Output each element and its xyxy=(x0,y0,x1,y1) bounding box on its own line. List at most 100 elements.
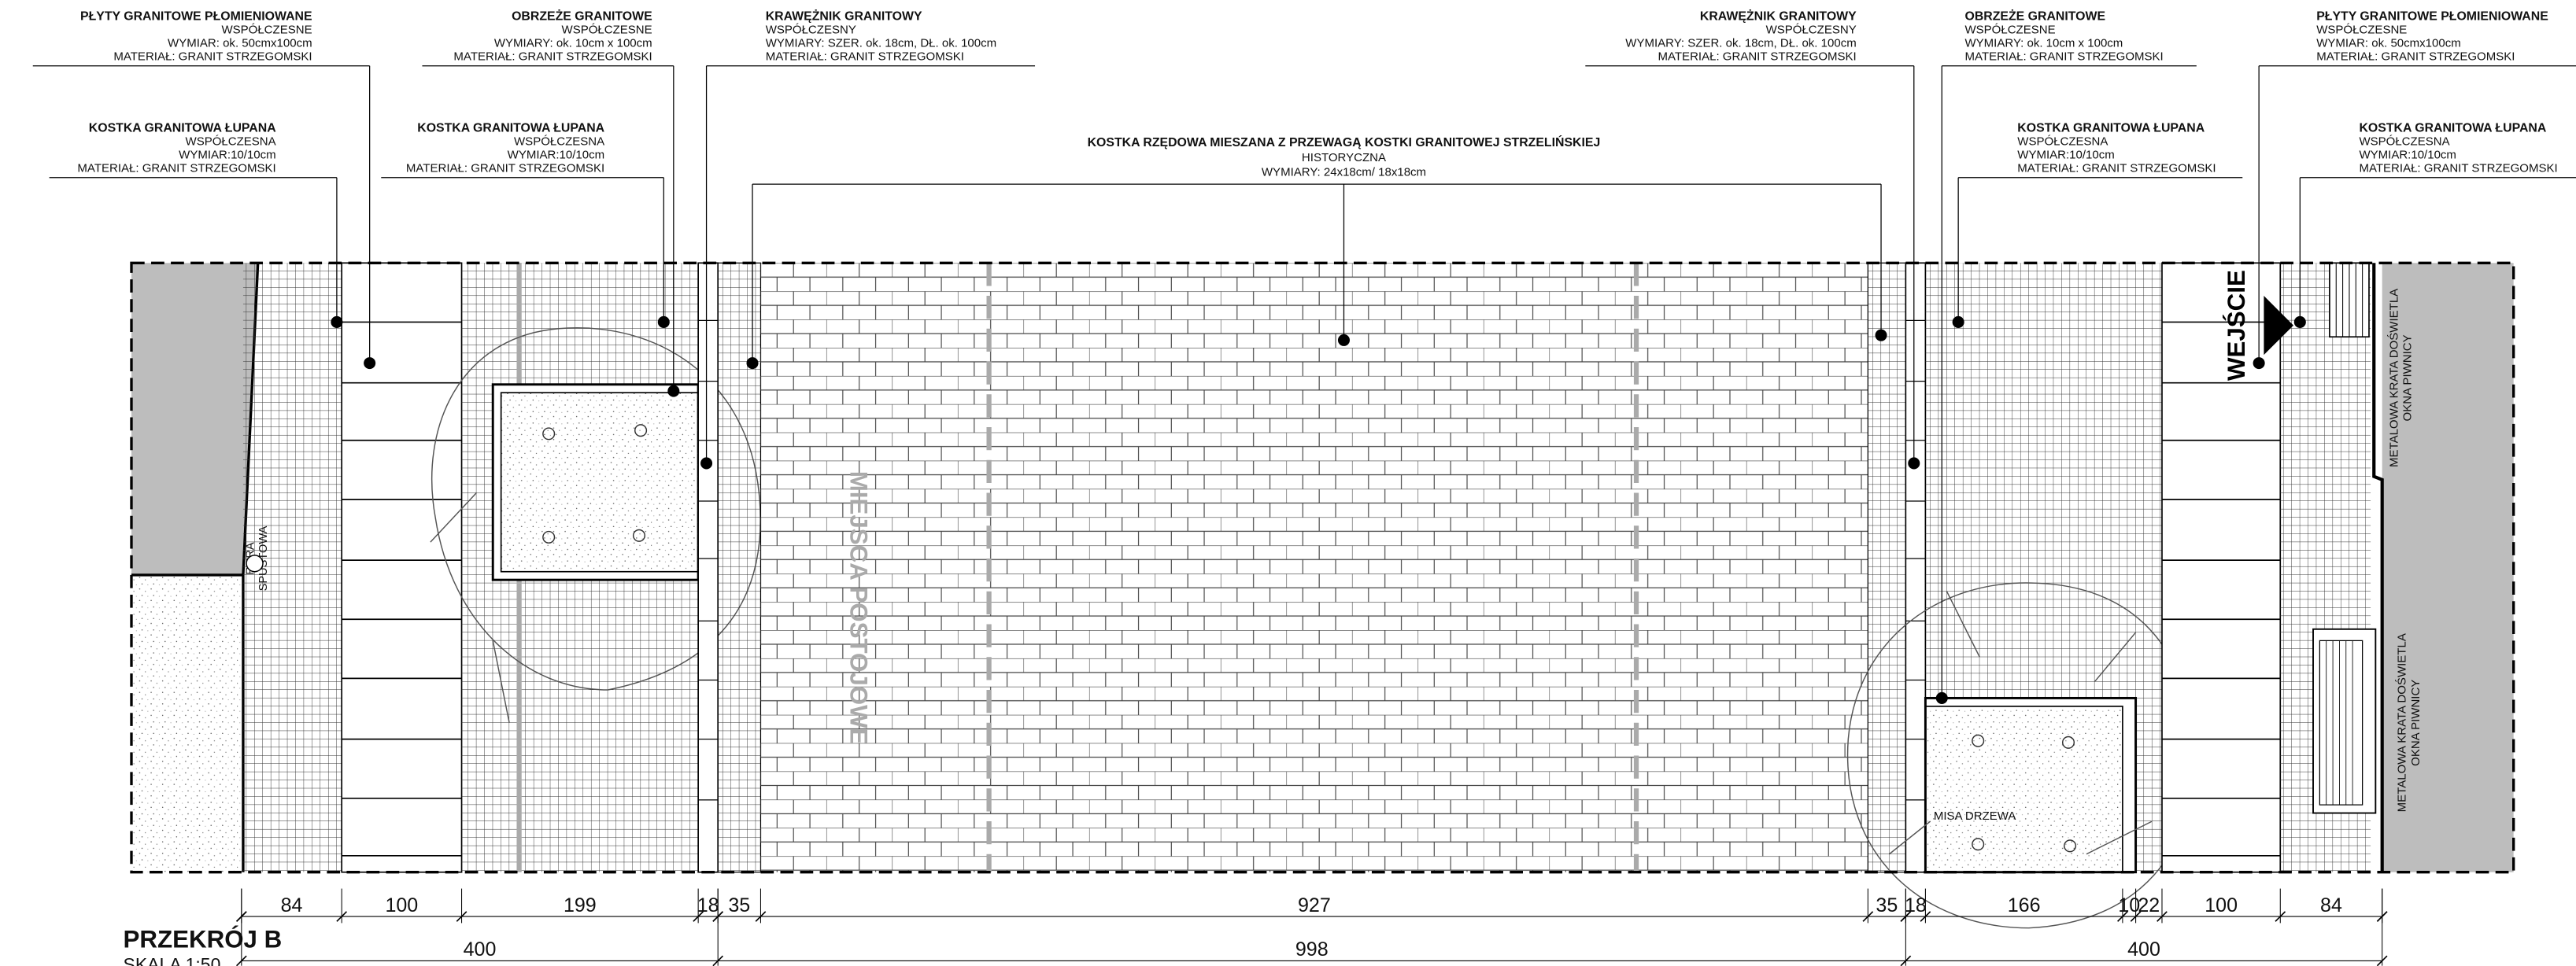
label-line: WYMIAR: ok. 50cmx100cm xyxy=(2316,37,2461,50)
wall-edge xyxy=(2372,263,2384,872)
leader xyxy=(456,911,468,922)
grate-bars xyxy=(2326,640,2353,806)
note-text: MIEJSCA POSTOJOWE xyxy=(845,471,873,745)
leader xyxy=(2376,955,2388,966)
historic-setts xyxy=(760,263,1868,872)
label-heading: OBRZEŻE GRANITOWE xyxy=(512,9,652,23)
scale: SKALA 1:50 xyxy=(124,954,221,966)
label-heading: KOSTKA GRANITOWA ŁUPANA xyxy=(417,121,604,135)
wall xyxy=(2382,263,2514,872)
leader-dot xyxy=(657,315,670,328)
leader-dot xyxy=(364,357,376,370)
leader xyxy=(235,955,247,966)
label-line: WSPÓŁCZESNE xyxy=(562,23,652,36)
label-line: WSPÓŁCZESNA xyxy=(2017,135,2108,148)
leader-dot xyxy=(746,357,759,370)
label-line: WYMIARY: SZER. ok. 18cm, DŁ. ok. 100cm xyxy=(766,37,996,50)
label-line: MATERIAŁ: GRANIT STRZEGOMSKI xyxy=(766,50,964,64)
label-line: MATERIAŁ: GRANIT STRZEGOMSKI xyxy=(1964,50,2163,64)
planting xyxy=(131,574,243,872)
leader-dot xyxy=(1935,691,1948,704)
leader-dot xyxy=(2253,357,2265,370)
tree-pit-circles xyxy=(542,424,648,544)
slabs xyxy=(341,262,463,873)
entrance-arrow xyxy=(2264,296,2293,356)
section-outline xyxy=(130,261,2515,874)
label-heading: KRAWĘŻNIK GRANITOWY xyxy=(766,9,922,23)
dimension: 84 xyxy=(2320,894,2342,916)
label-heading: KRAWĘŻNIK GRANITOWY xyxy=(1700,9,1857,23)
label-line: WSPÓŁCZESNA xyxy=(2359,135,2449,148)
label-heading: KOSTKA GRANITOWA ŁUPANA xyxy=(2017,121,2205,135)
dimension: 166 xyxy=(2008,894,2041,916)
leader-dot xyxy=(1875,329,1887,341)
label-line: MATERIAŁ: GRANIT STRZEGOMSKI xyxy=(453,50,652,64)
label-line: WSPÓŁCZESNY xyxy=(1766,23,1857,36)
label-line: WSPÓŁCZESNY xyxy=(766,23,856,36)
slab-joints xyxy=(2161,321,2281,857)
slab-joints xyxy=(342,321,462,857)
slabs xyxy=(2161,262,2282,873)
dimension: 998 xyxy=(1295,938,1329,960)
label-line: MATERIAŁ: GRANIT STRZEGOMSKI xyxy=(2017,162,2216,175)
note-text: SPUSTOWA xyxy=(257,525,270,591)
dimension: 18 xyxy=(1905,894,1927,916)
label-line: MATERIAŁ: GRANIT STRZEGOMSKI xyxy=(77,162,275,175)
grate-inner xyxy=(2319,640,2363,806)
note-text: MISA DRZEWA xyxy=(1934,809,2016,823)
leader xyxy=(1900,955,1912,966)
pipe xyxy=(246,555,264,573)
label-line: WYMIAR:10/10cm xyxy=(2017,149,2115,162)
leader xyxy=(712,955,724,966)
leader xyxy=(2157,911,2168,922)
dimension: 18 xyxy=(697,894,719,916)
leader xyxy=(2376,911,2388,922)
dimension: 35 xyxy=(728,894,750,916)
tree-pit-inner xyxy=(500,392,699,573)
title: PRZEKRÓJ B xyxy=(124,925,283,953)
leader xyxy=(2130,911,2142,922)
label-line: HISTORYCZNA xyxy=(1302,151,1386,164)
grate-bars xyxy=(2335,263,2363,337)
label-line: WSPÓŁCZESNE xyxy=(2316,23,2407,36)
leader-dot xyxy=(1952,315,1964,328)
dimension: 400 xyxy=(2127,938,2160,960)
leader-dot xyxy=(331,315,343,328)
dimension: 927 xyxy=(1298,894,1331,916)
parking-lines xyxy=(986,263,1639,872)
leader xyxy=(1862,911,1874,922)
note-text: METALOWA KRATA DOŚWIETLA xyxy=(2386,289,2400,467)
leader xyxy=(755,911,767,922)
label-heading: KOSTKA GRANITOWA ŁUPANA xyxy=(2359,121,2546,135)
label-line: WYMIARY: 24x18cm/ 18x18cm xyxy=(1262,166,1426,179)
note-text: OKNA PIWNICY xyxy=(2409,680,2423,766)
label-line: WSPÓŁCZESNA xyxy=(186,135,276,148)
label-line: MATERIAŁ: GRANIT STRZEGOMSKI xyxy=(2359,162,2557,175)
label-line: WYMIAR:10/10cm xyxy=(2359,149,2456,162)
gutter xyxy=(1867,262,1906,873)
tree-pit-circles xyxy=(1972,734,2077,853)
dimension: 35 xyxy=(1876,894,1898,916)
label-heading: PŁYTY GRANITOWE PŁOMIENIOWANE xyxy=(80,9,312,23)
label-heading: PŁYTY GRANITOWE PŁOMIENIOWANE xyxy=(2316,9,2548,23)
leader xyxy=(693,911,704,922)
label-line: WYMIAR:10/10cm xyxy=(508,149,605,162)
label-line: WSPÓŁCZESNE xyxy=(1964,23,2055,36)
note-text: OKNA PIWNICY xyxy=(2401,334,2415,421)
label-line: MATERIAŁ: GRANIT STRZEGOMSKI xyxy=(406,162,604,175)
curb-joints xyxy=(698,319,719,801)
note: WEJŚCIE xyxy=(2222,270,2250,381)
leader xyxy=(712,911,724,922)
leader xyxy=(2275,911,2286,922)
leader xyxy=(235,911,247,922)
tree-crown xyxy=(1846,582,2195,929)
note: MIEJSCA POSTOJOWE xyxy=(845,471,873,745)
note: METALOWA KRATA DOŚWIETLA OKNA PIWNICY xyxy=(2395,633,2423,812)
dimension: 100 xyxy=(385,894,418,916)
label-line: WYMIARY: ok. 10cm x 100cm xyxy=(494,37,652,50)
label-heading: KOSTKA RZĘDOWA MIESZANA Z PRZEWAGĄ KOSTK… xyxy=(1088,135,1601,149)
leader-dot xyxy=(2293,315,2306,328)
dimension: 100 xyxy=(2205,894,2238,916)
label-heading: KOSTKA GRANITOWA ŁUPANA xyxy=(89,121,276,135)
